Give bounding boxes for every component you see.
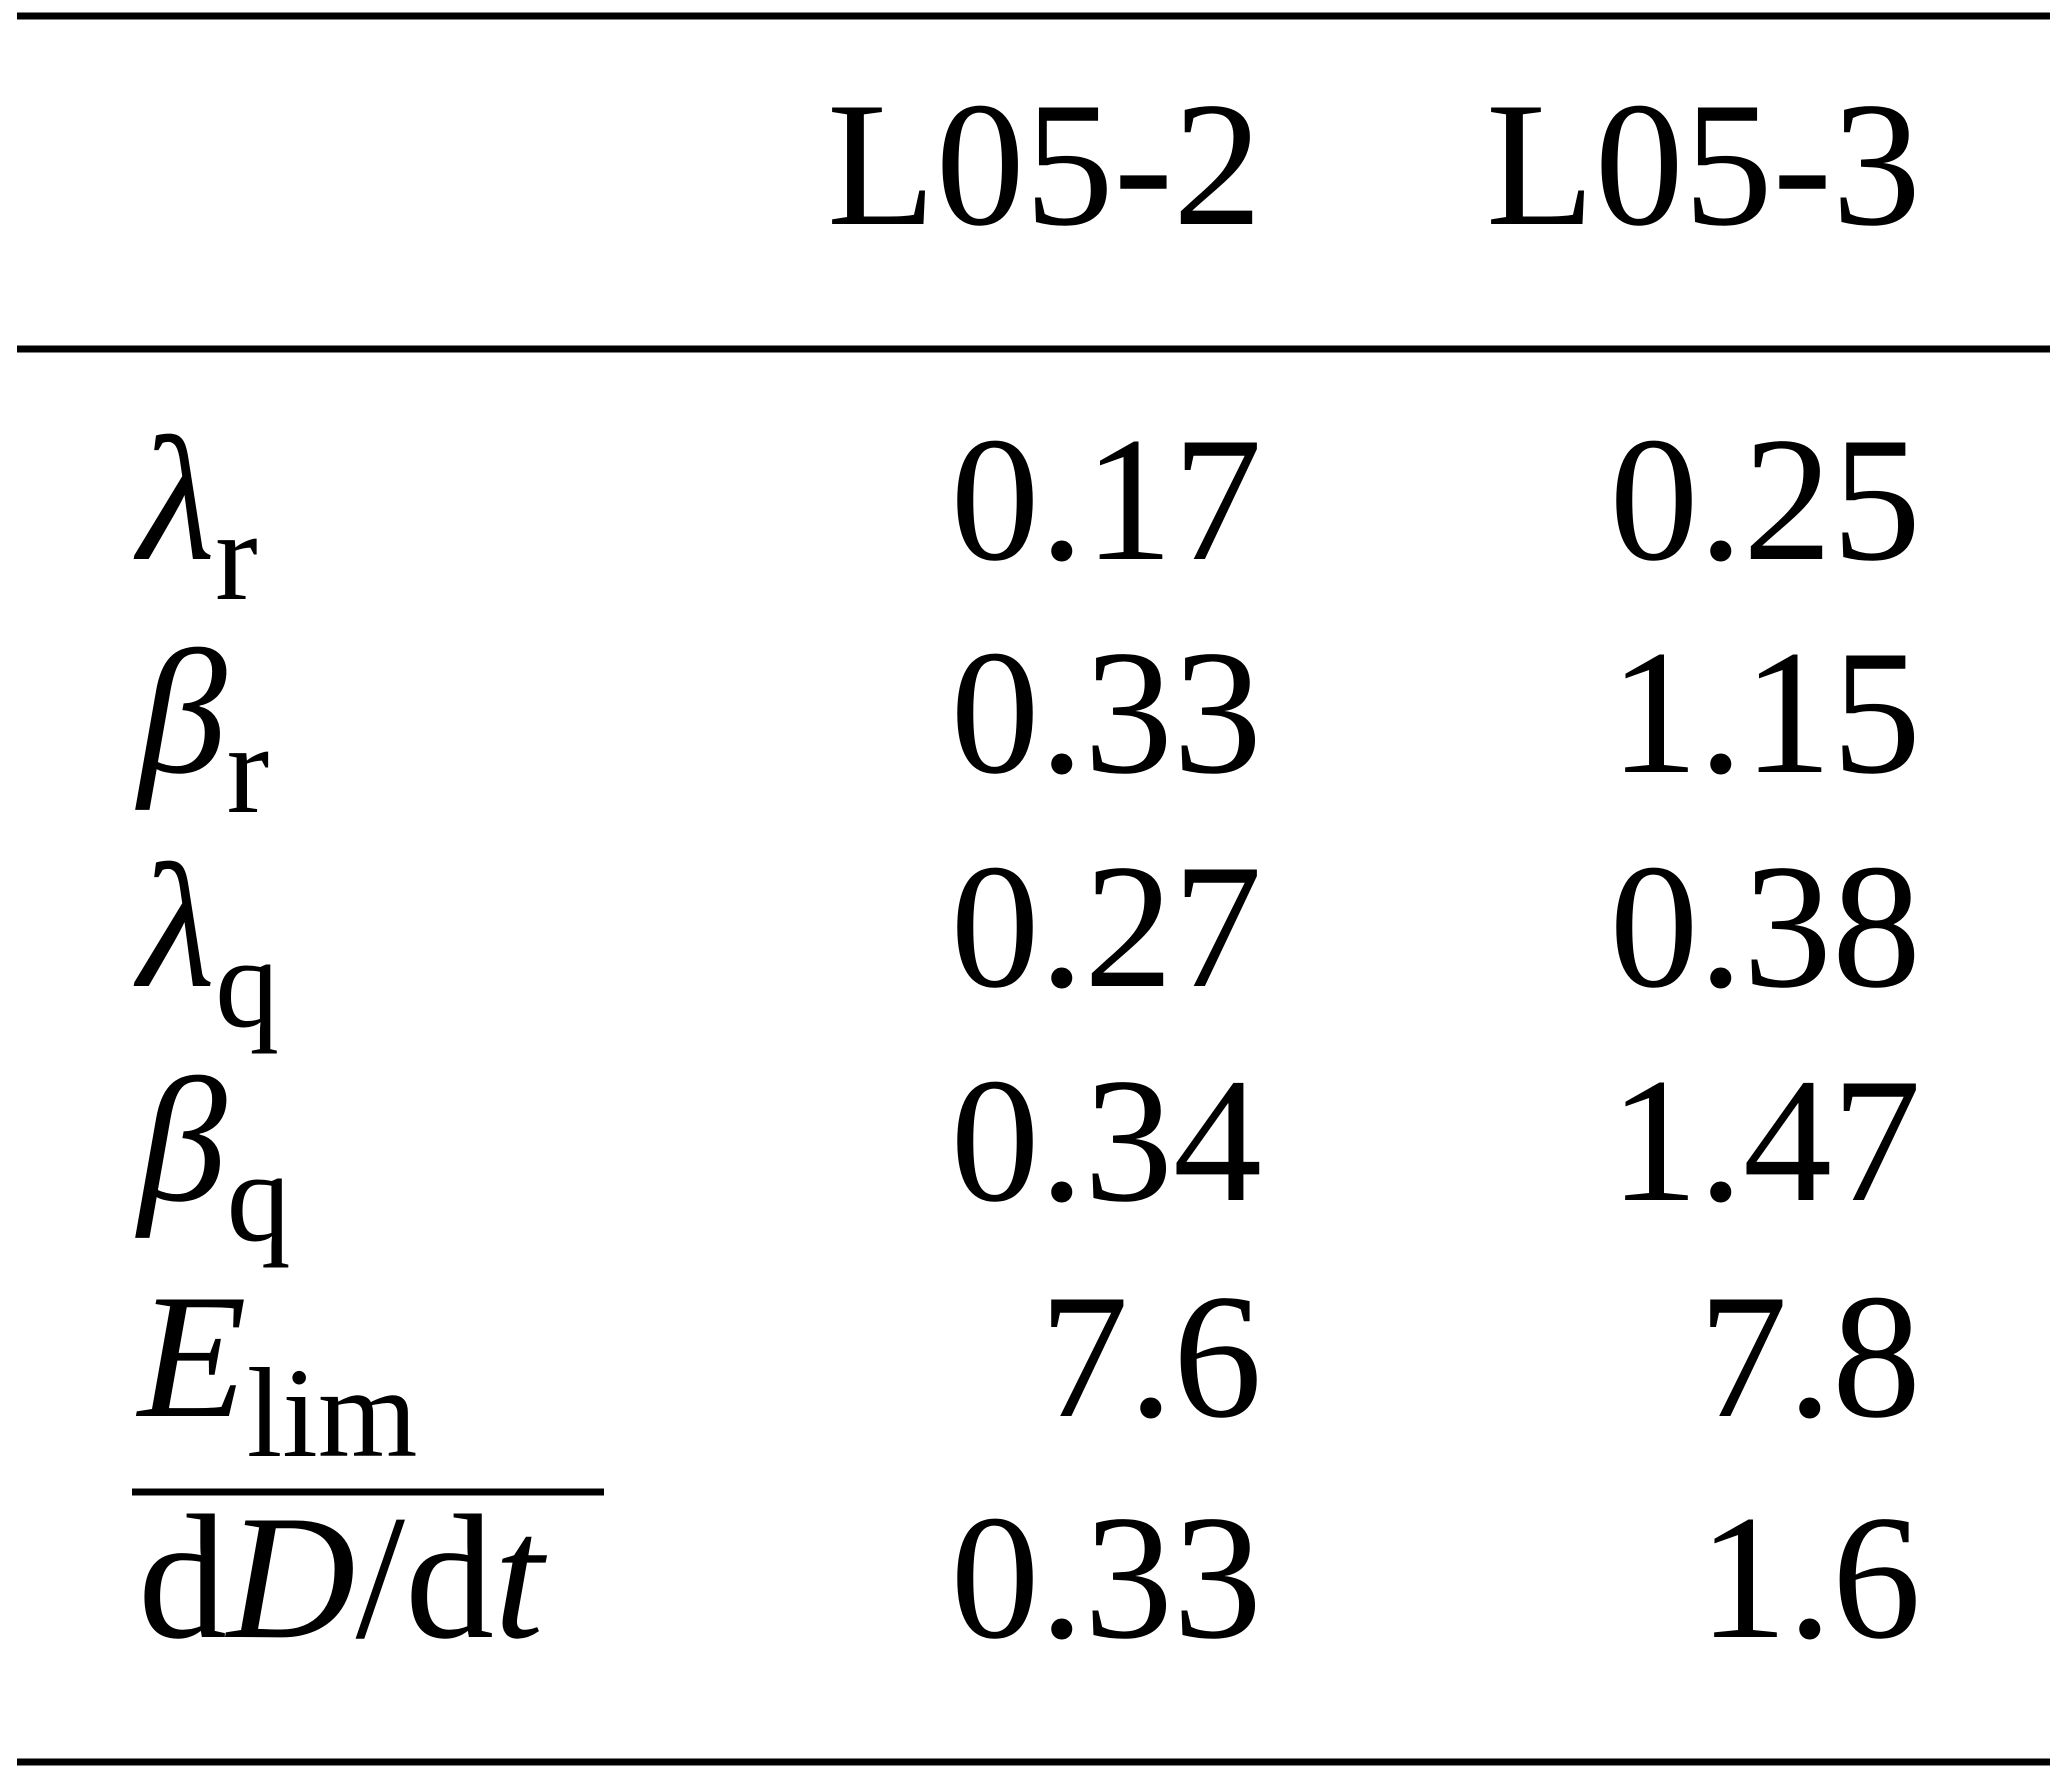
cell-value: 1.6 (1699, 1478, 1922, 1676)
cell-value: 0.38 (1610, 827, 1922, 1025)
cell-value: 0.25 (1610, 400, 1922, 598)
label-symbol: d (138, 1478, 227, 1676)
cell-value: 0.27 (951, 827, 1263, 1025)
label-symbol: D (225, 1478, 356, 1676)
row-label: βr (135, 613, 269, 840)
cell-value: 0.33 (951, 613, 1263, 811)
cell-value: 0.34 (951, 1041, 1263, 1239)
label-symbol: β (135, 1041, 227, 1239)
row-label: dD/dt (138, 1478, 548, 1676)
label-symbol: E (135, 1257, 247, 1455)
cell-value: 1.47 (1610, 1041, 1922, 1239)
label-symbol: λ (133, 827, 215, 1025)
cell-value: 7.6 (1040, 1257, 1263, 1455)
label-symbol: / (356, 1478, 406, 1676)
column-header: L05-3 (1486, 65, 1921, 263)
label-subscript: q (215, 912, 279, 1054)
label-subscript: q (227, 1126, 291, 1268)
label-symbol: β (135, 613, 227, 811)
row-label: Elim (135, 1257, 417, 1484)
label-subscript: r (215, 485, 258, 627)
row-label: λq (133, 827, 279, 1054)
label-subscript: r (227, 698, 270, 840)
row-label: λr (133, 400, 258, 627)
label-subscript: lim (247, 1342, 418, 1484)
cell-value: 0.33 (951, 1478, 1263, 1676)
label-symbol: t (494, 1478, 548, 1676)
cell-value: 1.15 (1610, 613, 1922, 811)
column-header: L05-2 (827, 65, 1262, 263)
cell-value: 7.8 (1699, 1257, 1922, 1455)
cell-value: 0.17 (951, 400, 1263, 598)
label-symbol: d (405, 1478, 494, 1676)
label-symbol: λ (133, 400, 215, 598)
row-label: βq (135, 1041, 291, 1268)
